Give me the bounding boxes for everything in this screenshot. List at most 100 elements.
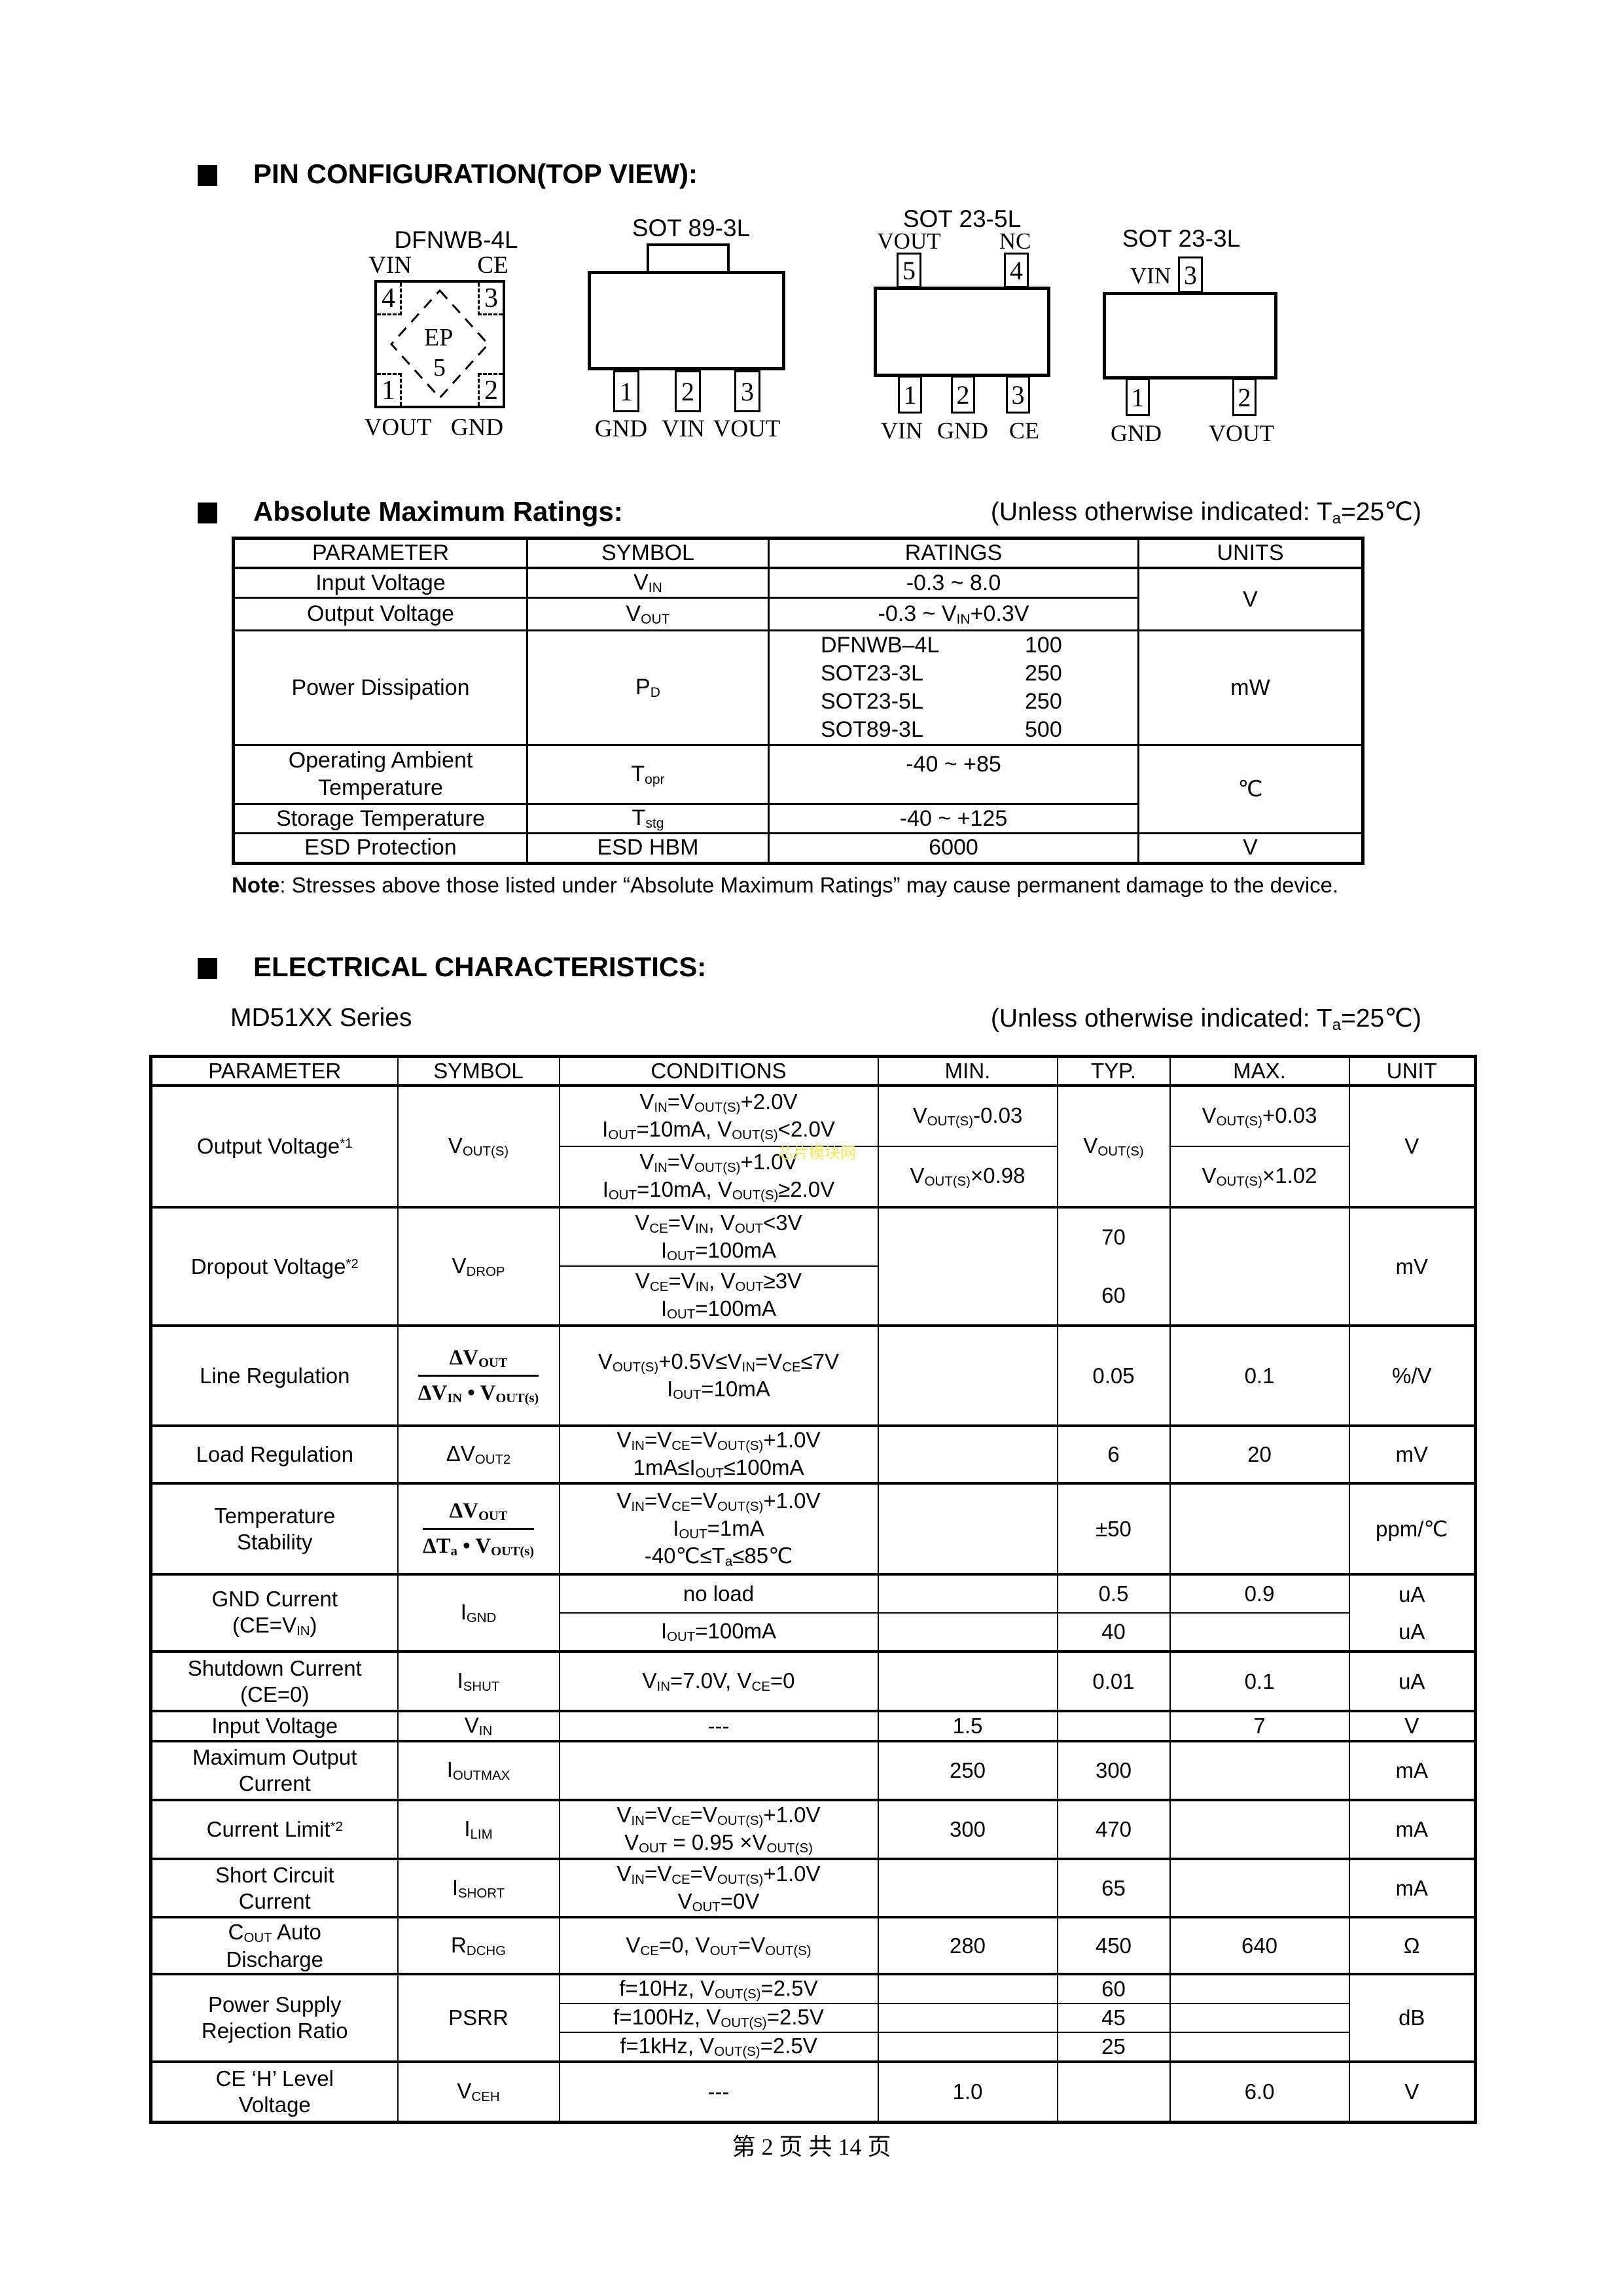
table-row-psrr-2: f=100Hz, VOUT(S)=2.5V 45 bbox=[151, 2003, 1476, 2034]
cell-cond: VIN=VCE=VOUT(S)+1.0V VOUT = 0.95 ×VOUT(S) bbox=[558, 1799, 879, 1860]
cell-cond: VIN=VCE=VOUT(S)+1.0V IOUT=1mA -40℃≤Ta≤85℃ bbox=[558, 1482, 879, 1576]
cell-symbol: ΔVOUT2 bbox=[397, 1424, 560, 1485]
sot235-pin-3: 3 bbox=[1006, 376, 1030, 414]
cell-typ: 70 bbox=[1056, 1206, 1171, 1267]
cell-rating: -40 ~ +125 bbox=[768, 803, 1139, 835]
cell-rating: -0.3 ~ 8.0 bbox=[768, 567, 1139, 599]
cell-typ: 0.01 bbox=[1056, 1650, 1171, 1712]
cell-min bbox=[877, 1424, 1058, 1485]
cell-unit: mV bbox=[1348, 1424, 1476, 1485]
table-row-short-circuit: Short Circuit Current ISHORT VIN=VCE=VOUT… bbox=[150, 1858, 1476, 1918]
section-bullet bbox=[198, 503, 217, 523]
cell-typ bbox=[1056, 2060, 1171, 2123]
symbol-fraction: ΔVOUT ΔVIN • VOUT(s) bbox=[418, 1345, 539, 1407]
sot235-package-outline bbox=[874, 287, 1050, 377]
cell-max bbox=[1169, 1206, 1350, 1327]
cell-symbol: VDROP bbox=[397, 1206, 560, 1327]
cell-unit: uA bbox=[1348, 1573, 1476, 1614]
cell-typ: ±50 bbox=[1056, 1482, 1171, 1576]
table-row-operating-temp: Operating Ambient Temperature Topr -40 ~ … bbox=[232, 744, 1364, 835]
cell-max: 7 bbox=[1169, 1710, 1350, 1742]
elec-char-condition: (Unless otherwise indicated: Ta=25℃) bbox=[990, 1004, 1421, 1034]
cell-symbol: VOUT(S) bbox=[397, 1084, 560, 1209]
cell-symbol: IGND bbox=[397, 1573, 560, 1653]
sot233-pin-2: 2 bbox=[1232, 378, 1257, 416]
cell-unit: V bbox=[1348, 1084, 1476, 1209]
cell-param: Short Circuit Current bbox=[150, 1858, 399, 1918]
pin-number: 4 bbox=[382, 283, 395, 313]
sot235-pin-1: 1 bbox=[898, 376, 922, 414]
section-bullet bbox=[198, 958, 217, 979]
pin-label-vout: VOUT bbox=[364, 414, 432, 441]
cell-param: Current Limit*2 bbox=[150, 1799, 399, 1860]
table-row-output-voltage-2: VIN=VOUT(S)+1.0V IOUT=10mA, VOUT(S)≥2.0V … bbox=[151, 1146, 1476, 1209]
pin-number: 1 bbox=[620, 376, 633, 406]
cell-param: Load Regulation bbox=[150, 1424, 399, 1485]
cell-max: 640 bbox=[1169, 1916, 1350, 1975]
cell-typ: 450 bbox=[1056, 1916, 1171, 1975]
cell-unit: V bbox=[1348, 1710, 1476, 1742]
cell-param: Operating Ambient Temperature bbox=[232, 744, 528, 805]
cell-param: Output Voltage*1 bbox=[150, 1084, 399, 1209]
cell-max: 0.1 bbox=[1169, 1324, 1350, 1427]
cell-min: 280 bbox=[877, 1916, 1058, 1975]
table-row-dropout-voltage: Dropout Voltage*2 VDROP VCE=VIN, VOUT<3V… bbox=[150, 1206, 1476, 1327]
cell-cond: VIN=VCE=VOUT(S)+1.0V 1mA≤IOUT≤100mA bbox=[558, 1424, 879, 1485]
table-row-storage-temp: Storage Temperature Tstg -40 ~ +125 bbox=[232, 803, 1363, 835]
cell-cond: f=100Hz, VOUT(S)=2.5V bbox=[558, 2003, 879, 2034]
table-row-input-voltage: Input Voltage VIN -0.3 ~ 8.0 V bbox=[232, 567, 1364, 632]
pin-label-gnd: GND bbox=[1111, 420, 1162, 446]
list-item: SOT23-3L 250 bbox=[821, 660, 1137, 688]
cell-unit: ppm/℃ bbox=[1348, 1482, 1476, 1576]
pin-label-vin: VIN bbox=[368, 252, 412, 279]
pin-number: 1 bbox=[1131, 382, 1145, 412]
cell-unit: V bbox=[1348, 2060, 1476, 2123]
exposed-pad-diamond bbox=[389, 289, 490, 400]
pin-number: 1 bbox=[903, 380, 917, 410]
pin-label-vin: VIN bbox=[1130, 263, 1171, 289]
package-title-dfnwb4l: DFNWB-4L bbox=[394, 226, 518, 253]
cell-param: GND Current (CE=VIN) bbox=[150, 1573, 399, 1653]
cell-param: Temperature Stability bbox=[150, 1482, 399, 1576]
dfnwb-pin-3: 3 bbox=[478, 283, 503, 315]
dfnwb4l-package-outline: 4 3 1 2 EP 5 bbox=[374, 280, 505, 408]
cell-symbol: VCEH bbox=[397, 2060, 560, 2123]
cell-unit: dB bbox=[1348, 1973, 1476, 2063]
cell-typ: 25 bbox=[1056, 2032, 1171, 2063]
cell-min bbox=[877, 1612, 1058, 1653]
abs-max-condition: (Unless otherwise indicated: Ta=25℃) bbox=[990, 498, 1421, 527]
cell-max: VOUT(S)×1.02 bbox=[1169, 1146, 1350, 1209]
abs-max-table: PARAMETER SYMBOL RATINGS UNITS Input Vol… bbox=[232, 537, 1364, 865]
cell-max bbox=[1169, 1482, 1350, 1576]
cell-typ: 300 bbox=[1056, 1740, 1171, 1801]
pkg-value: 250 bbox=[1025, 689, 1062, 715]
pkg-value: 250 bbox=[1025, 661, 1062, 686]
pin-label-gnd: GND bbox=[450, 414, 504, 441]
cell-symbol: IOUTMAX bbox=[397, 1740, 560, 1801]
cell-symbol: Tstg bbox=[526, 803, 770, 835]
list-item: SOT23-5L 250 bbox=[821, 688, 1137, 716]
cell-max bbox=[1169, 1740, 1350, 1801]
dfnwb-pin-1: 1 bbox=[377, 373, 402, 406]
cell-symbol: ESD HBM bbox=[526, 832, 770, 864]
cell-max bbox=[1169, 2032, 1350, 2063]
cell-typ: 40 bbox=[1056, 1612, 1171, 1653]
cell-cond: VIN=7.0V, VCE=0 bbox=[558, 1650, 879, 1712]
cell-max: VOUT(S)+0.03 bbox=[1169, 1084, 1350, 1148]
cell-typ: 470 bbox=[1056, 1799, 1171, 1860]
cell-max bbox=[1169, 1858, 1350, 1918]
cell-typ: 0.5 bbox=[1056, 1573, 1171, 1614]
table-row-cout-discharge: COUT Auto Discharge RDCHG VCE=0, VOUT=VOU… bbox=[150, 1916, 1476, 1975]
pin-number: 2 bbox=[681, 376, 694, 406]
cell-symbol: ΔVOUT ΔVIN • VOUT(s) bbox=[397, 1324, 560, 1427]
cell-max: 6.0 bbox=[1169, 2060, 1350, 2123]
elec-char-heading: ELECTRICAL CHARACTERISTICS: bbox=[253, 951, 707, 982]
list-item: DFNWB–4L 100 bbox=[821, 631, 1137, 660]
cell-unit-v: V bbox=[1137, 567, 1364, 632]
fraction-denominator: ΔTa • VOUT(s) bbox=[422, 1534, 535, 1559]
note-label: Note bbox=[232, 873, 280, 897]
cell-min: VOUT(S)×0.98 bbox=[877, 1146, 1058, 1209]
cell-param: Input Voltage bbox=[232, 567, 528, 599]
site-watermark: 芯片模块网 bbox=[777, 1144, 856, 1162]
